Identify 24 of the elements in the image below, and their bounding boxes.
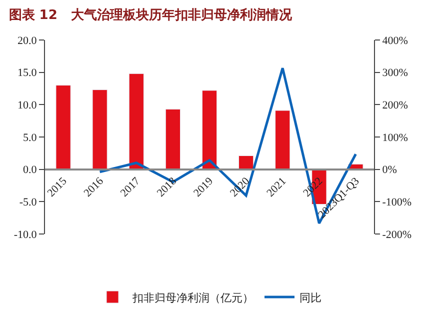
y2-tick-label: 0%	[382, 164, 397, 176]
legend-label: 同比	[300, 291, 322, 304]
y-tick-label: -10.0	[14, 228, 38, 241]
bar	[275, 110, 290, 170]
y2-tick-label: 400%	[382, 34, 408, 47]
y2-tick-label: -200%	[382, 228, 412, 241]
bar	[202, 90, 218, 170]
y-tick-label: 0.0	[23, 164, 38, 176]
y2-tick-label: 100%	[382, 132, 408, 144]
bar	[165, 108, 181, 170]
bar	[128, 73, 144, 170]
chart-title: 图表 12 大气治理板块历年扣非归母净利润情况	[8, 6, 293, 23]
legend-label: 扣非归母净利润（亿元）	[132, 291, 254, 304]
y2-tick-label: -100%	[382, 196, 412, 209]
bar	[92, 90, 108, 170]
bar	[238, 156, 254, 170]
y-tick-label: 10.0	[18, 100, 38, 112]
y2-tick-label: 300%	[382, 67, 408, 80]
y-tick-label: 5.0	[23, 132, 38, 144]
bar	[56, 85, 71, 170]
y-tick-label: 15.0	[18, 67, 38, 80]
y-tick-label: -5.0	[19, 196, 38, 209]
y-tick-label: 20.0	[18, 34, 38, 47]
y2-tick-label: 200%	[382, 100, 408, 112]
